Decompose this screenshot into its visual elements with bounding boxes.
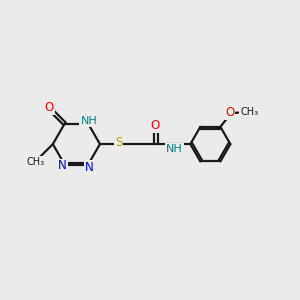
Text: CH₃: CH₃ bbox=[26, 157, 44, 167]
Text: S: S bbox=[115, 136, 122, 149]
Text: O: O bbox=[151, 119, 160, 132]
Text: N: N bbox=[85, 161, 94, 174]
Text: CH₃: CH₃ bbox=[240, 107, 258, 117]
Text: O: O bbox=[45, 101, 54, 114]
Text: NH: NH bbox=[167, 143, 183, 154]
Text: O: O bbox=[225, 106, 234, 119]
Text: NH: NH bbox=[80, 116, 97, 126]
Text: N: N bbox=[58, 160, 67, 172]
